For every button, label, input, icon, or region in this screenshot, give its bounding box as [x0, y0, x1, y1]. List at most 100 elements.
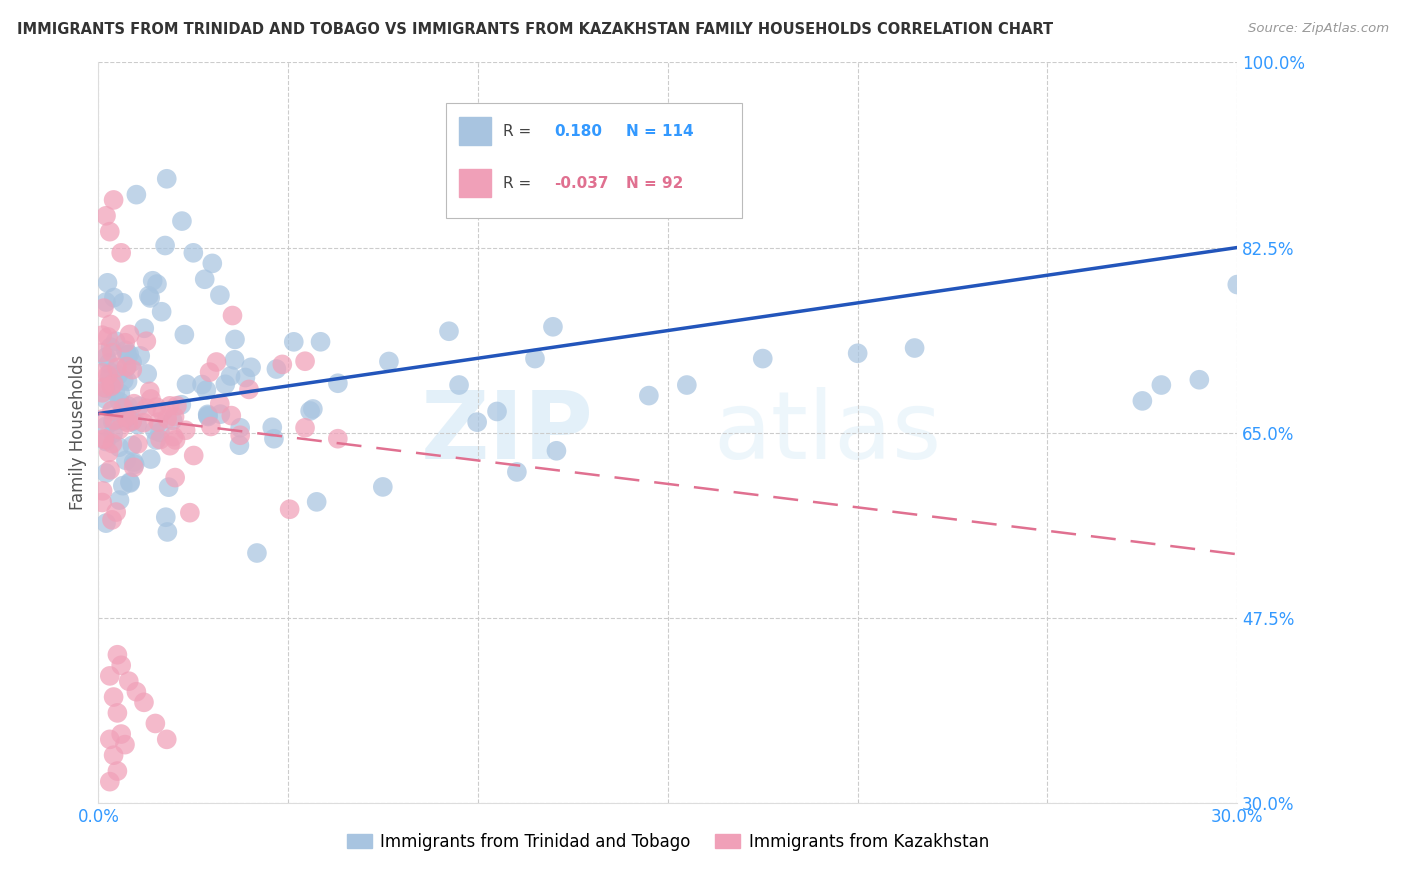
Point — [132, 416, 155, 430]
Point — [150, 304, 173, 318]
Point — [541, 319, 564, 334]
Point — [104, 384, 127, 399]
Point — [139, 291, 162, 305]
Point — [302, 401, 325, 416]
Point — [229, 428, 252, 442]
Point — [437, 324, 460, 338]
Text: -0.037: -0.037 — [554, 176, 609, 191]
Point — [224, 352, 246, 367]
Text: 0.180: 0.180 — [554, 124, 602, 139]
Point — [122, 455, 145, 469]
Text: IMMIGRANTS FROM TRINIDAD AND TOBAGO VS IMMIGRANTS FROM KAZAKHSTAN FAMILY HOUSEHO: IMMIGRANTS FROM TRINIDAD AND TOBAGO VS I… — [17, 22, 1053, 37]
Point — [846, 346, 869, 360]
Point — [112, 414, 135, 428]
Point — [110, 658, 132, 673]
Point — [94, 392, 117, 407]
Point — [378, 354, 401, 368]
Point — [205, 355, 228, 369]
Point — [309, 334, 332, 349]
Point — [676, 378, 699, 392]
Point — [246, 546, 269, 560]
Point — [134, 321, 156, 335]
Point — [91, 328, 114, 343]
Point — [224, 332, 246, 346]
Point — [91, 483, 114, 498]
Point — [152, 405, 174, 419]
Point — [110, 386, 132, 401]
Point — [107, 706, 129, 720]
Point — [266, 362, 288, 376]
Point — [124, 458, 146, 472]
Point — [229, 421, 252, 435]
Point — [904, 341, 927, 355]
Point — [148, 415, 170, 429]
Point — [100, 340, 122, 354]
Point — [98, 732, 121, 747]
Point — [122, 460, 145, 475]
Point — [105, 360, 128, 375]
Point — [283, 334, 305, 349]
Point — [98, 365, 121, 379]
Point — [114, 343, 136, 358]
Point — [112, 373, 135, 387]
Text: ZIP: ZIP — [420, 386, 593, 479]
Point — [156, 411, 179, 425]
Point — [263, 432, 285, 446]
Point — [93, 432, 115, 446]
Point — [165, 470, 187, 484]
Point — [449, 378, 471, 392]
Point — [159, 399, 181, 413]
Point — [103, 291, 125, 305]
Point — [94, 209, 117, 223]
Point — [139, 384, 162, 399]
Point — [94, 381, 117, 395]
Point — [546, 443, 568, 458]
Point — [271, 358, 294, 372]
Point — [326, 376, 349, 391]
Point — [98, 669, 121, 683]
Point — [97, 445, 120, 459]
Point — [294, 354, 316, 368]
Point — [97, 356, 120, 370]
Point — [135, 401, 157, 416]
Point — [305, 495, 328, 509]
Point — [139, 452, 162, 467]
Point — [110, 727, 132, 741]
Point — [98, 225, 121, 239]
Point — [118, 347, 141, 361]
Point — [115, 359, 138, 374]
Point — [122, 397, 145, 411]
Point — [103, 376, 125, 391]
Point — [201, 256, 224, 270]
Point — [156, 524, 179, 539]
Point — [156, 732, 179, 747]
Point — [752, 351, 775, 366]
Point — [166, 399, 188, 413]
Point — [198, 365, 221, 379]
Point — [115, 453, 138, 467]
Point — [326, 432, 349, 446]
Point — [176, 377, 198, 392]
Text: Source: ZipAtlas.com: Source: ZipAtlas.com — [1249, 22, 1389, 36]
Point — [1188, 373, 1211, 387]
Point — [107, 368, 129, 383]
Point — [114, 401, 136, 415]
Text: atlas: atlas — [713, 386, 942, 479]
Point — [129, 349, 152, 363]
Point — [108, 394, 131, 409]
Point — [101, 436, 124, 450]
Point — [121, 438, 143, 452]
Point — [294, 421, 316, 435]
Point — [136, 367, 159, 381]
Point — [114, 335, 136, 350]
Point — [170, 214, 193, 228]
Point — [100, 379, 122, 393]
Point — [117, 416, 139, 430]
Point — [105, 505, 128, 519]
Point — [121, 355, 143, 369]
Point — [101, 513, 124, 527]
Point — [101, 415, 124, 429]
Point — [121, 415, 143, 429]
Point — [1226, 277, 1249, 292]
Point — [149, 425, 172, 440]
